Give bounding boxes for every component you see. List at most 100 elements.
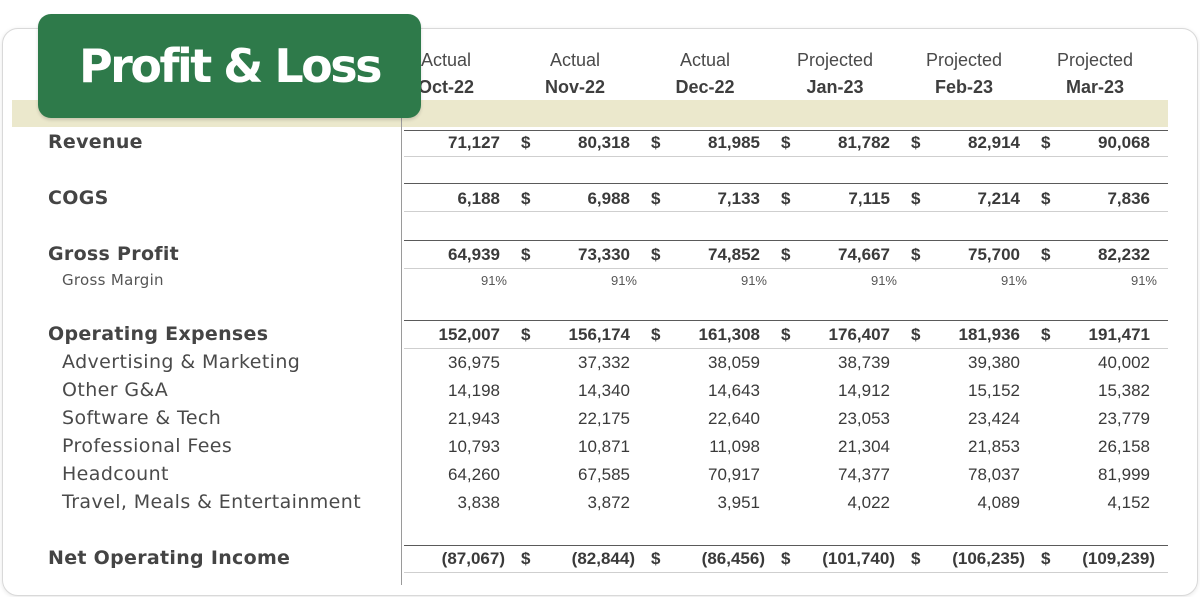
currency-symbol: $ [781,549,791,568]
cell-value: 81,985 [708,133,760,152]
cell-value: 14,643 [708,381,760,400]
currency-symbol: $ [911,133,921,152]
cell-value: 7,836 [1107,189,1150,208]
cell-value: 37,332 [578,353,630,372]
grid-line [404,320,1168,321]
cell-value: 22,175 [578,409,630,428]
cell-value: 40,002 [1098,353,1150,372]
cell-value: 7,115 [848,189,890,208]
grid-line [404,211,1168,212]
cell-value: 3,951 [717,493,760,512]
grid-line [404,268,1168,269]
grid-line [404,156,1168,157]
row-label-professional-fees: Professional Fees [62,435,233,457]
cell-value: 39,380 [968,353,1020,372]
cell-value: 7,133 [717,189,760,208]
row-label-other-ga: Other G&A [62,379,169,401]
cell-value: (101,740) [822,549,895,568]
cell-value: 4,152 [1107,493,1150,512]
cell-value: 36,975 [448,353,500,372]
grid-line [404,348,1168,349]
cell-value: (106,235) [952,549,1025,568]
cell-value: 152,007 [438,325,500,344]
column-period: Dec-22 [675,77,735,97]
cell-value: 22,640 [708,409,760,428]
cell-value: 4,089 [977,493,1020,512]
cell-value: 91% [1130,273,1157,288]
cell-value: 23,053 [838,409,890,428]
cell-value: 14,340 [578,381,630,400]
cell-value: 78,037 [968,465,1020,484]
row-label-travel: Travel, Meals & Entertainment [62,491,362,513]
column-kind: Projected [796,50,874,70]
column-header: Projected Mar-23 [1030,47,1160,107]
column-period: Feb-23 [934,77,994,97]
cell-value: 191,471 [1088,325,1150,344]
column-header: Projected Jan-23 [770,47,900,107]
currency-symbol: $ [1041,325,1051,344]
cell-value: 91% [740,273,767,288]
column-header: Actual Dec-22 [640,47,770,107]
cell-value: 21,853 [968,437,1020,456]
column-divider [401,30,402,585]
column-period: Jan-23 [806,77,864,97]
cell-value: 82,914 [968,133,1020,152]
cell-value: 74,667 [838,245,890,264]
cell-value: 4,022 [847,493,890,512]
cell-value: (82,844) [571,549,635,568]
currency-symbol: $ [521,245,531,264]
cell-value: 11,098 [709,437,760,456]
currency-symbol: $ [651,189,661,208]
cell-value: 67,585 [578,465,630,484]
cell-value: 75,700 [968,245,1020,264]
currency-symbol: $ [521,133,531,152]
grid-line [404,130,1168,131]
row-label-headcount: Headcount [62,463,169,485]
cell-value: 91% [870,273,897,288]
grid-line [404,240,1168,241]
cell-value: 26,158 [1098,437,1150,456]
cell-value: 10,871 [578,437,630,456]
row-label-gross-margin: Gross Margin [62,271,164,289]
currency-symbol: $ [651,133,661,152]
row-label-gross-profit: Gross Profit [48,243,180,265]
row-label-advertising: Advertising & Marketing [62,351,301,373]
cell-value: 21,943 [448,409,500,428]
cell-value: 21,304 [838,437,890,456]
column-period: Mar-23 [1065,77,1125,97]
cell-value: 181,936 [958,325,1020,344]
cell-value: 73,330 [578,245,630,264]
grid-line [404,183,1168,184]
column-kind: Actual [679,50,731,70]
currency-symbol: $ [1041,189,1051,208]
row-label-software: Software & Tech [62,407,222,429]
cell-value: 91% [480,273,507,288]
cell-value: 74,852 [708,245,760,264]
currency-symbol: $ [781,245,791,264]
row-label-operating-expenses: Operating Expenses [48,323,269,345]
column-period: Nov-22 [544,77,606,97]
cell-value: 6,988 [587,189,630,208]
currency-symbol: $ [1041,133,1051,152]
currency-symbol: $ [1041,549,1051,568]
currency-symbol: $ [651,245,661,264]
cell-value: (109,239) [1082,549,1155,568]
grid-line [404,545,1168,546]
cell-value: 91% [610,273,637,288]
cell-value: 3,838 [457,493,500,512]
row-label-cogs: COGS [48,187,109,209]
column-period: Oct-22 [417,77,475,97]
cell-value: 10,793 [448,437,500,456]
column-kind: Projected [1056,50,1134,70]
cell-value: (86,456) [701,549,765,568]
cell-value: 91% [1000,273,1027,288]
currency-symbol: $ [911,325,921,344]
cell-value: 90,068 [1098,133,1150,152]
cell-value: 176,407 [828,325,890,344]
currency-symbol: $ [781,325,791,344]
currency-symbol: $ [521,325,531,344]
page-title-badge: Profit & Loss [38,14,421,118]
cell-value: 74,377 [838,465,890,484]
column-kind: Projected [925,50,1003,70]
cell-value: 81,999 [1098,465,1150,484]
